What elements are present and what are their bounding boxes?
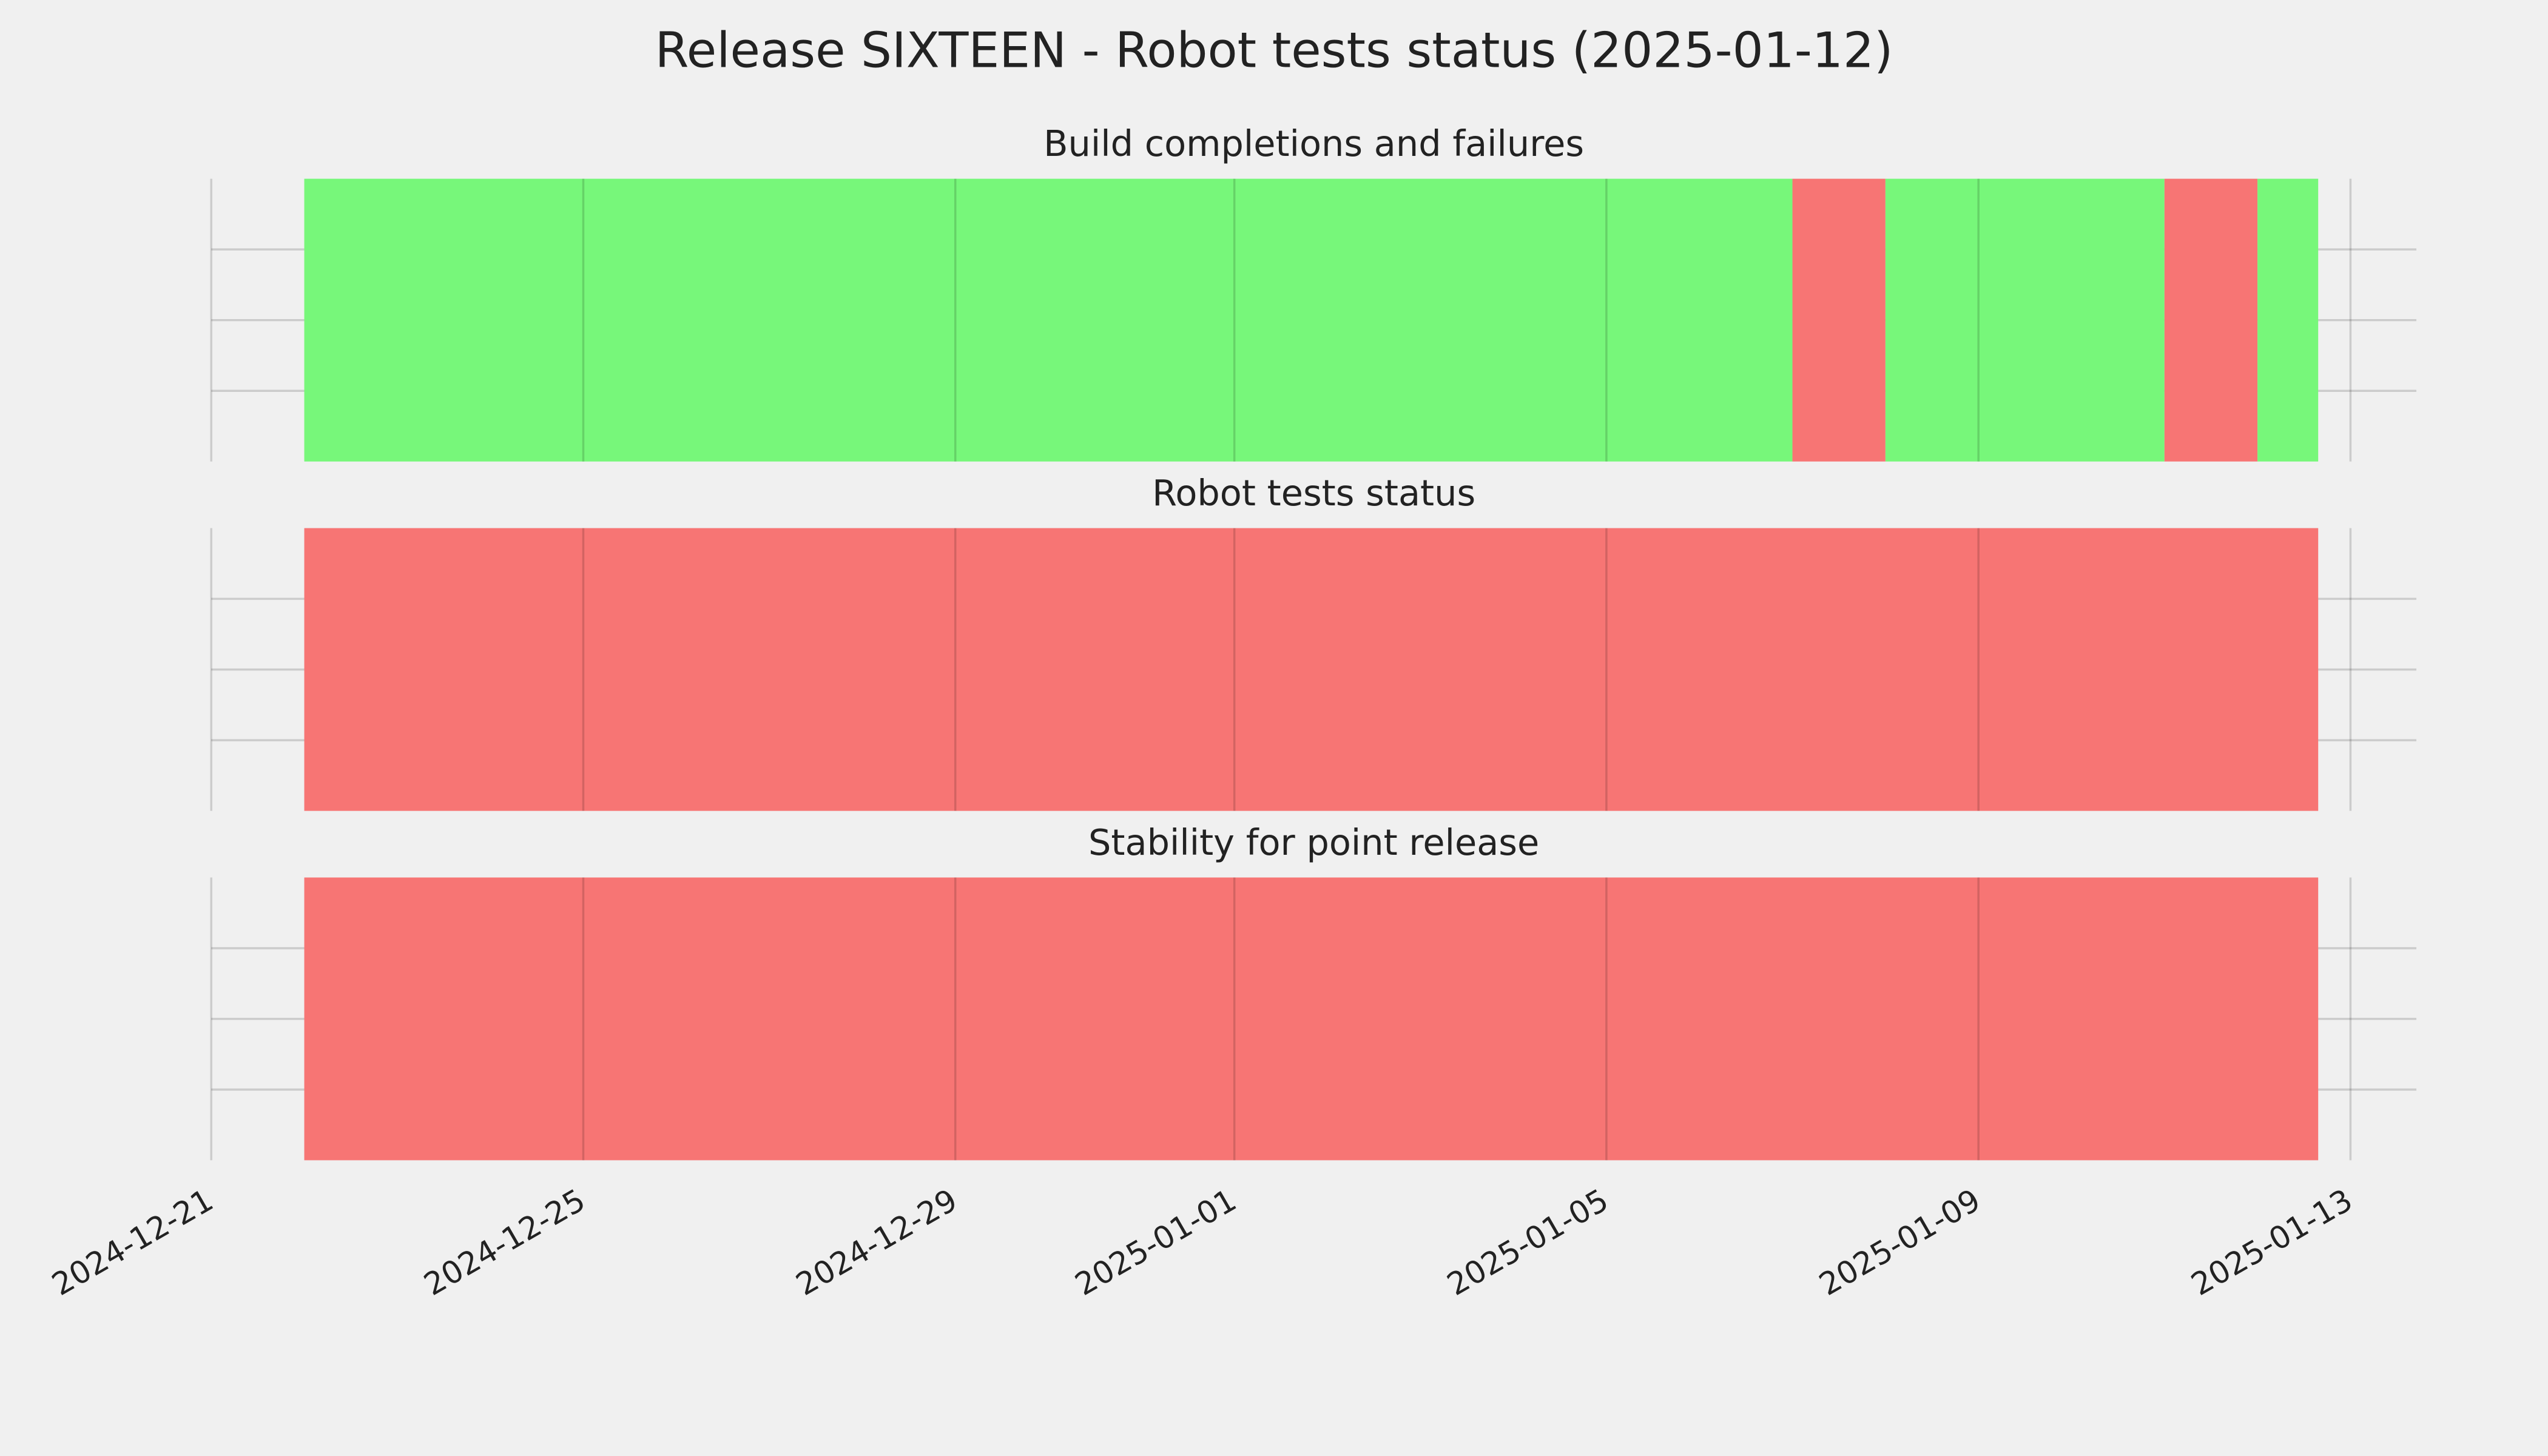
status-segment (304, 877, 2319, 1161)
status-segment (2164, 178, 2258, 462)
status-segment (1792, 178, 1886, 462)
panel-title: Robot tests status (1152, 472, 1475, 514)
panel-title: Build completions and failures (1043, 123, 1584, 164)
status-segment (2257, 178, 2319, 462)
status-segment (304, 178, 1793, 462)
chart-title: Release SIXTEEN - Robot tests status (20… (655, 21, 1893, 78)
status-segment (1885, 178, 2165, 462)
panel-title: Stability for point release (1088, 821, 1539, 863)
status-segment (304, 528, 2319, 811)
